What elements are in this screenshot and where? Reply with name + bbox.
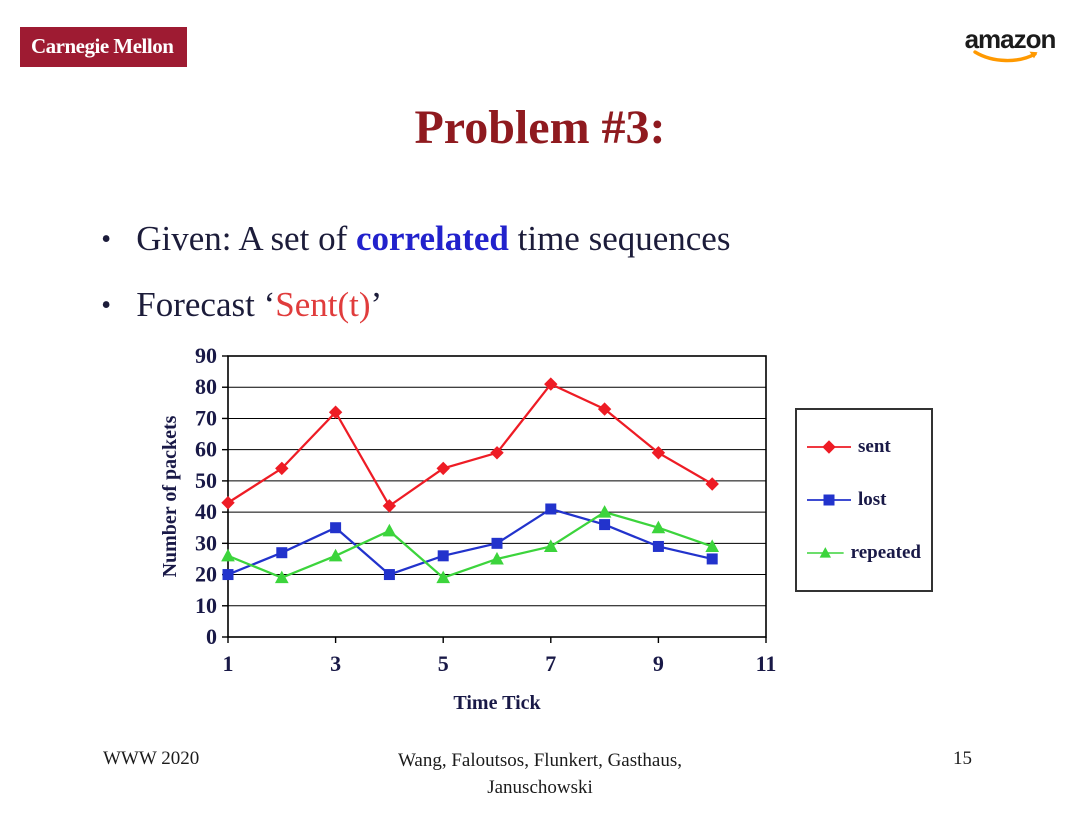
svg-text:9: 9 bbox=[653, 651, 664, 676]
footer-authors-line1: Wang, Faloutsos, Flunkert, Gasthaus, bbox=[398, 750, 682, 771]
svg-text:90: 90 bbox=[195, 343, 217, 368]
svg-text:11: 11 bbox=[756, 651, 777, 676]
legend-label-lost: lost bbox=[858, 488, 887, 510]
svg-text:40: 40 bbox=[195, 499, 217, 524]
svg-text:7: 7 bbox=[545, 651, 556, 676]
footer-conference: WWW 2020 bbox=[103, 748, 200, 769]
legend-item-sent: sent bbox=[807, 436, 921, 458]
svg-text:70: 70 bbox=[195, 405, 217, 430]
svg-text:20: 20 bbox=[195, 562, 217, 587]
page-title: Problem #3: bbox=[414, 101, 666, 154]
legend-item-lost: lost bbox=[807, 489, 921, 511]
bullet-text-suffix: ’ bbox=[370, 285, 383, 324]
svg-text:5: 5 bbox=[438, 651, 449, 676]
carnegie-mellon-logo: Carnegie Mellon bbox=[20, 27, 188, 67]
sent-marker-icon bbox=[807, 439, 851, 454]
amazon-logo: amazon bbox=[964, 26, 1056, 65]
svg-text:1: 1 bbox=[223, 651, 234, 676]
highlight-sent: Sent(t) bbox=[275, 285, 371, 324]
bullet-dot-icon: • bbox=[101, 289, 112, 321]
legend-item-repeated: repeated bbox=[807, 542, 921, 564]
svg-text:10: 10 bbox=[195, 593, 217, 618]
svg-text:3: 3 bbox=[330, 651, 341, 676]
svg-text:30: 30 bbox=[195, 530, 217, 555]
svg-text:80: 80 bbox=[195, 374, 217, 399]
amazon-wordmark: amazon bbox=[964, 24, 1057, 54]
svg-text:50: 50 bbox=[195, 468, 217, 493]
bullet-dot-icon: • bbox=[101, 223, 112, 255]
lost-marker-icon bbox=[807, 494, 851, 506]
amazon-smile-icon bbox=[973, 50, 1038, 63]
chart-legend: sent lost repeated bbox=[795, 408, 933, 592]
svg-text:Number of packets: Number of packets bbox=[160, 415, 181, 577]
repeated-marker-icon bbox=[807, 547, 844, 558]
bullet-list: • Given: A set of correlated time sequenc… bbox=[100, 218, 730, 350]
carnegie-mellon-wordmark: Carnegie Mellon bbox=[31, 34, 174, 58]
bullet-text-prefix: Given: A set of bbox=[136, 219, 356, 258]
footer-authors-line2: Januschowski bbox=[487, 776, 593, 798]
footer-page-number: 15 bbox=[953, 748, 972, 769]
legend-label-repeated: repeated bbox=[850, 542, 921, 564]
bullet-item-forecast: • Forecast ‘Sent(t)’ bbox=[100, 284, 730, 326]
bullet-text-suffix: time sequences bbox=[508, 219, 731, 258]
highlight-correlated: correlated bbox=[355, 219, 509, 258]
bullet-item-given: • Given: A set of correlated time sequenc… bbox=[100, 218, 730, 260]
footer-authors: Wang, Faloutsos, Flunkert, Gasthaus, Jan… bbox=[0, 748, 1080, 801]
legend-label-sent: sent bbox=[858, 435, 891, 457]
bullet-text-prefix: Forecast ‘ bbox=[136, 285, 276, 324]
svg-text:Time Tick: Time Tick bbox=[453, 692, 541, 714]
svg-text:60: 60 bbox=[195, 437, 217, 462]
svg-text:0: 0 bbox=[206, 624, 217, 649]
packets-line-chart: 0 10 20 30 40 50 60 70 80 90 1 3 5 7 9 11 Time Tick Numbe… bbox=[160, 343, 777, 714]
